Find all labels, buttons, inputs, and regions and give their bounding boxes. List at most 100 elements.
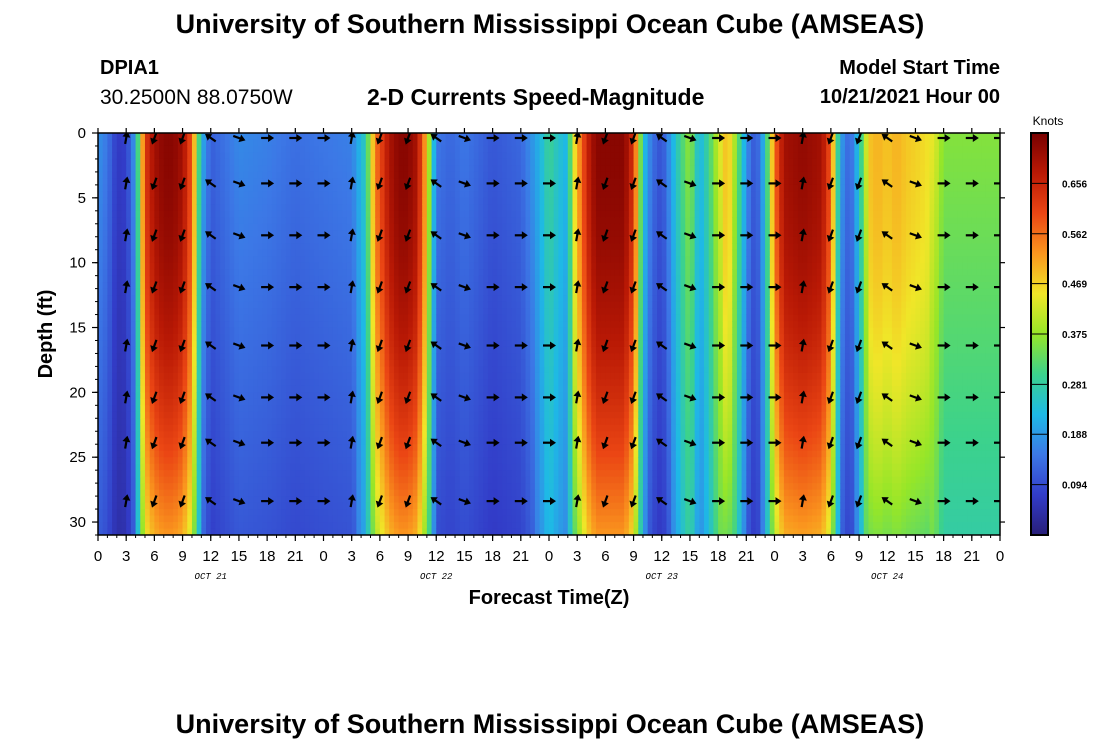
heatmap-cell — [389, 366, 395, 374]
heatmap-cell — [295, 463, 301, 471]
heatmap-cell — [253, 353, 259, 361]
heatmap-cell — [173, 424, 179, 432]
heatmap-cell — [398, 528, 404, 535]
heatmap-cell — [436, 398, 442, 406]
heatmap-cell — [365, 191, 372, 199]
heatmap-cell — [285, 398, 292, 406]
heatmap-cell — [220, 502, 226, 510]
heatmap-cell — [295, 152, 301, 160]
heatmap-cell — [290, 515, 296, 523]
heatmap-cell — [431, 385, 437, 393]
heatmap-cell — [149, 515, 155, 523]
heatmap-cell — [154, 418, 160, 426]
heatmap-cell — [154, 502, 160, 510]
heatmap-cell — [469, 171, 475, 179]
heatmap-cell — [361, 321, 367, 329]
heatmap-cell — [412, 184, 419, 192]
heatmap-cell — [163, 457, 170, 465]
heatmap-cell — [168, 463, 174, 471]
heatmap-cell — [295, 334, 301, 342]
heatmap-cell — [398, 437, 404, 445]
heatmap-cell — [121, 424, 127, 432]
heatmap-cell — [163, 450, 170, 458]
heatmap-cell — [224, 502, 231, 510]
heatmap-cell — [370, 528, 376, 535]
heatmap-cell — [98, 483, 104, 491]
heatmap-cell — [210, 204, 217, 212]
heatmap-cell — [431, 152, 437, 160]
heatmap-cell — [356, 457, 362, 465]
heatmap-cell — [182, 223, 188, 231]
heatmap-cell — [318, 431, 325, 439]
heatmap-cell — [144, 334, 151, 342]
heatmap-cell — [464, 489, 470, 497]
heatmap-cell — [159, 191, 165, 199]
heatmap-cell — [238, 308, 245, 316]
heatmap-cell — [224, 295, 231, 303]
heatmap-cell — [398, 346, 404, 355]
heatmap-cell — [384, 269, 390, 277]
heatmap-cell — [318, 133, 325, 141]
heatmap-cell — [445, 210, 451, 218]
heatmap-cell — [144, 372, 151, 380]
heatmap-cell — [318, 314, 325, 322]
heatmap-cell — [196, 522, 202, 530]
heatmap-cell — [285, 158, 292, 167]
heatmap-cell — [426, 197, 433, 205]
heatmap-cell — [398, 178, 404, 186]
heatmap-cell — [332, 346, 339, 355]
heatmap-cell — [163, 139, 170, 147]
heatmap-cell — [469, 444, 475, 452]
heatmap-cell — [318, 158, 325, 167]
heatmap-cell — [431, 295, 437, 303]
heatmap-cell — [243, 269, 249, 277]
heatmap-cell — [328, 139, 334, 147]
heatmap-cell — [210, 346, 217, 355]
heatmap-cell — [389, 243, 395, 251]
heatmap-cell — [300, 243, 306, 251]
heatmap-cell — [384, 191, 390, 199]
heatmap-cell — [276, 288, 282, 296]
heatmap-cell — [149, 463, 155, 471]
heatmap-cell — [304, 372, 311, 380]
heatmap-cell — [187, 288, 193, 296]
heatmap-cell — [206, 483, 212, 491]
heatmap-cell — [187, 204, 193, 212]
heatmap-cell — [267, 152, 273, 160]
heatmap-cell — [253, 165, 259, 173]
heatmap-cell — [351, 295, 357, 303]
heatmap-cell — [102, 398, 108, 406]
heatmap-cell — [98, 282, 104, 290]
heatmap-cell — [182, 385, 188, 393]
heatmap-cell — [187, 379, 193, 387]
heatmap-cell — [257, 275, 264, 283]
heatmap-cell — [295, 379, 301, 387]
heatmap-cell — [332, 301, 339, 309]
heatmap-cell — [262, 398, 268, 406]
heatmap-cell — [469, 476, 475, 484]
heatmap-cell — [154, 385, 160, 393]
heatmap-cell — [290, 249, 296, 257]
heatmap-cell — [196, 463, 202, 471]
heatmap-cell — [144, 184, 151, 192]
heatmap-cell — [403, 372, 409, 380]
heatmap-cell — [210, 243, 217, 251]
heatmap-cell — [135, 379, 141, 387]
heatmap-cell — [464, 171, 470, 179]
heatmap-cell — [290, 288, 296, 296]
heatmap-cell — [253, 496, 259, 504]
heatmap-cell — [328, 340, 334, 348]
heatmap-cell — [318, 509, 325, 517]
heatmap-cell — [276, 509, 282, 517]
heatmap-cell — [365, 145, 372, 154]
heatmap-cell — [309, 496, 315, 504]
heatmap-cell — [98, 366, 104, 374]
heatmap-cell — [304, 217, 311, 225]
heatmap-cell — [130, 489, 137, 497]
heatmap-cell — [332, 308, 339, 316]
heatmap-cell — [196, 152, 202, 160]
heatmap-cell — [440, 152, 447, 160]
heatmap-cell — [455, 321, 461, 329]
heatmap-cell — [342, 431, 348, 439]
heatmap-cell — [332, 444, 339, 452]
